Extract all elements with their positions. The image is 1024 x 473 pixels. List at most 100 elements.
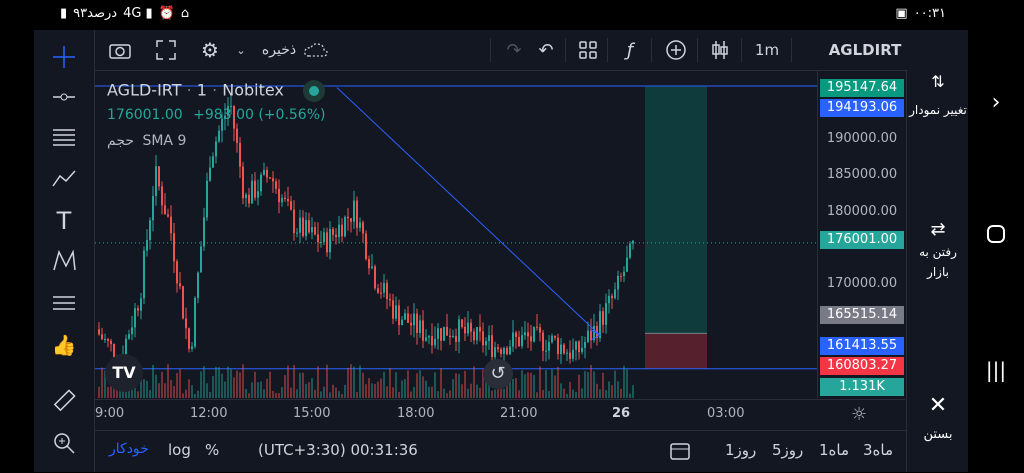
volume-bar — [440, 367, 442, 398]
volume-bar — [221, 373, 223, 398]
time-axis[interactable]: 9:00 12:00 15:00 18:00 21:00 26 03:00 ☼ — [95, 399, 905, 430]
indicators-fx-icon[interactable]: ƒ — [626, 39, 634, 61]
close-button[interactable]: بستن — [923, 427, 953, 442]
crosshair-icon[interactable] — [49, 42, 79, 72]
candle-body — [146, 239, 148, 251]
candle-body — [104, 338, 106, 340]
log-scale-button[interactable]: log — [168, 441, 191, 459]
status-bar: ▮ ۹۳درصد 4G ▮ ⏰ ⌂ ▣ ۰۰:۳۱ — [0, 0, 1024, 30]
recents-button-icon[interactable]: ||| — [985, 358, 1007, 382]
volume-bar — [140, 374, 142, 398]
text-tool-icon[interactable]: T — [56, 207, 72, 235]
close-icon[interactable]: ✕ — [928, 393, 948, 418]
tradingview-logo-icon: TV — [105, 354, 143, 392]
time-tick: 18:00 — [397, 406, 435, 421]
range-5d[interactable]: 5روز — [772, 441, 804, 459]
redo-icon[interactable]: ↷ — [506, 39, 522, 61]
symbol-button[interactable]: AGLDIRT — [828, 41, 902, 59]
time-tick: 21:00 — [500, 406, 538, 421]
volume-bar — [629, 393, 631, 398]
candle-body — [443, 326, 445, 341]
change-chart-button[interactable]: تغییر نمودار — [909, 103, 967, 117]
interval-button[interactable]: 1m — [754, 41, 780, 59]
volume-bar — [518, 390, 520, 398]
candle-body — [251, 180, 253, 204]
timezone-button[interactable]: (UTC+3:30) 00:31:36 — [258, 441, 418, 459]
candle-body — [503, 348, 505, 354]
trend-line — [336, 87, 601, 336]
auto-scale-button[interactable]: خودکار — [109, 441, 149, 457]
candle-body — [389, 299, 391, 301]
add-circle-icon[interactable] — [661, 36, 691, 64]
volume-bar — [278, 393, 280, 398]
thumbs-up-icon[interactable]: 👍 — [51, 333, 77, 357]
save-button[interactable]: ذخیره — [261, 42, 297, 58]
volume-bar — [536, 392, 538, 398]
cloud-icon[interactable] — [301, 36, 331, 64]
volume-bar — [308, 382, 310, 398]
volume-bar — [104, 370, 106, 398]
candle-body — [323, 232, 325, 242]
go-to-market-button[interactable]: رفتن به بازار — [919, 245, 957, 279]
horizontal-line-icon[interactable] — [49, 82, 79, 112]
price-axis[interactable]: 190000.00 185000.00 180000.00 170000.00 … — [817, 71, 906, 398]
candle-body — [302, 217, 304, 237]
candlestick-icon[interactable] — [705, 36, 735, 64]
undo-icon[interactable]: ↶ — [538, 39, 554, 61]
volume-bar — [332, 384, 334, 398]
candle-body — [626, 257, 628, 272]
candle-body — [470, 322, 472, 332]
candle-body — [266, 169, 268, 178]
candle-body — [152, 195, 154, 221]
ruler-icon[interactable] — [49, 386, 79, 416]
candle-body — [425, 337, 427, 341]
chevron-down-icon[interactable]: ⌄ — [236, 43, 246, 57]
volume-bar — [452, 379, 454, 398]
trend-pattern-icon[interactable] — [49, 164, 79, 194]
volume-bar — [575, 391, 577, 398]
fib-icon[interactable] — [49, 122, 79, 152]
chart-canvas[interactable] — [95, 71, 817, 398]
candle-body — [179, 283, 181, 287]
range-1m[interactable]: 1ماه — [819, 441, 850, 459]
axis-settings-icon[interactable]: ☼ — [851, 404, 868, 425]
volume-bar — [116, 388, 118, 398]
measure-lines-icon[interactable] — [49, 288, 79, 318]
candle-body — [155, 166, 157, 196]
volume-bar — [326, 364, 328, 398]
range-3m[interactable]: 3ماه — [863, 441, 894, 459]
candle-body — [437, 328, 439, 339]
candle-body — [521, 335, 523, 347]
candle-body — [476, 327, 478, 341]
go-to-date-icon[interactable] — [669, 441, 691, 465]
settings-gear-icon[interactable]: ⚙ — [201, 38, 219, 62]
candle-body — [398, 305, 400, 326]
range-1d[interactable]: 1روز — [725, 441, 757, 459]
divider — [490, 38, 491, 62]
candle-body — [194, 297, 196, 347]
fullscreen-icon[interactable] — [151, 36, 181, 64]
candle-body — [263, 169, 265, 175]
candle-body — [101, 334, 103, 340]
candle-body — [230, 106, 232, 108]
chevron-right-icon[interactable]: › — [991, 90, 1001, 115]
percent-scale-button[interactable]: % — [205, 441, 220, 459]
time-tick: 12:00 — [190, 406, 228, 421]
legend-change: +983.00 (+0.56%) — [193, 107, 326, 123]
candle-body — [209, 167, 211, 181]
legend-sma: SMA 9 — [142, 133, 187, 149]
volume-bar — [446, 393, 448, 398]
chart-pane[interactable]: AGLD-IRT · 1 · Nobitex 176001.00 +983.00… — [95, 71, 905, 398]
camera-icon[interactable] — [105, 36, 135, 64]
layout-grid-icon[interactable] — [573, 36, 603, 64]
volume-bar — [413, 387, 415, 398]
candle-body — [371, 266, 373, 269]
home-button-icon[interactable] — [968, 224, 1024, 249]
candle-body — [401, 319, 403, 326]
price-tick: 190000.00 — [826, 131, 898, 146]
pattern-icon[interactable] — [49, 246, 79, 276]
reset-chart-button[interactable]: ↺ — [483, 359, 513, 389]
volume-bar — [248, 393, 250, 398]
zoom-icon[interactable] — [49, 428, 79, 458]
volume-bar — [380, 378, 382, 398]
